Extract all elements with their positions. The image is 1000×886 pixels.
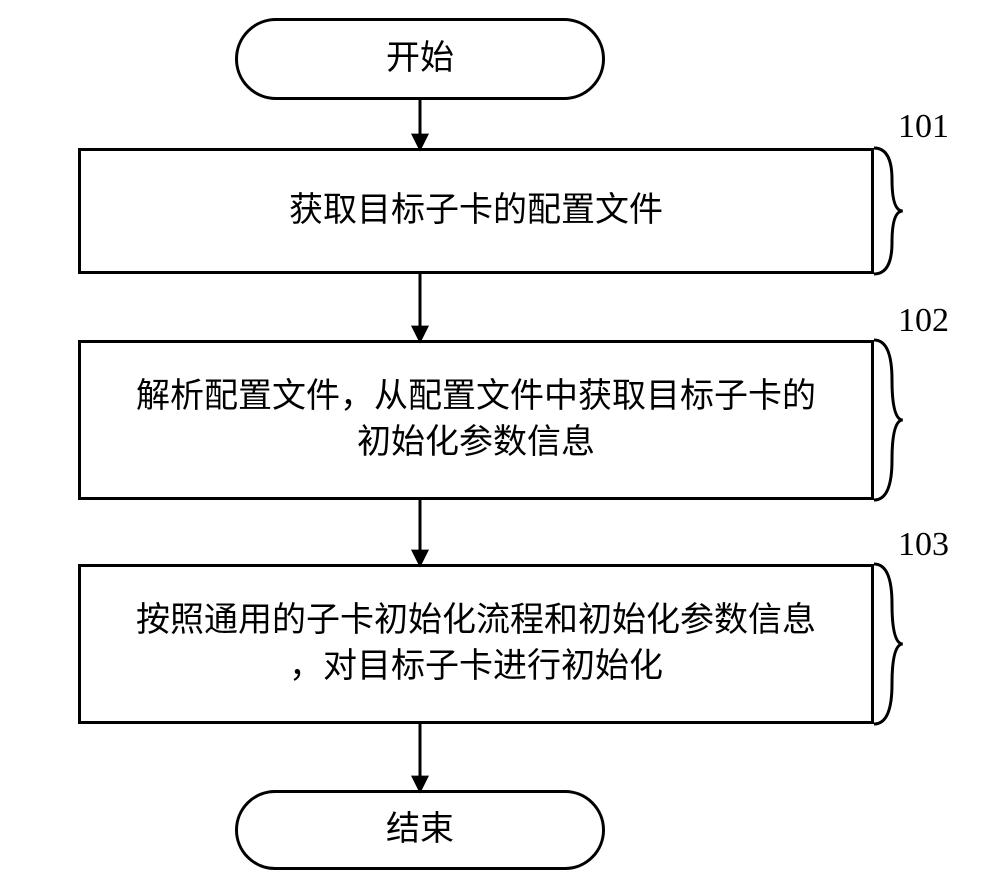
step-label-102: 102 <box>898 302 949 340</box>
node-end-label: 结束 <box>386 807 454 853</box>
step-label-103: 103 <box>898 526 949 564</box>
node-step-1-label: 获取目标子卡的配置文件 <box>289 188 663 234</box>
node-start-label: 开始 <box>386 36 454 82</box>
node-step-2-label: 解析配置文件，从配置文件中获取目标子卡的 初始化参数信息 <box>136 374 816 466</box>
node-step-3-label: 按照通用的子卡初始化流程和初始化参数信息 ，对目标子卡进行初始化 <box>136 598 816 690</box>
flowchart-canvas: 开始 获取目标子卡的配置文件 解析配置文件，从配置文件中获取目标子卡的 初始化参… <box>0 0 1000 886</box>
node-step-3: 按照通用的子卡初始化流程和初始化参数信息 ，对目标子卡进行初始化 <box>78 564 874 724</box>
node-step-2: 解析配置文件，从配置文件中获取目标子卡的 初始化参数信息 <box>78 340 874 500</box>
node-step-1: 获取目标子卡的配置文件 <box>78 148 874 274</box>
node-end: 结束 <box>235 790 605 870</box>
node-start: 开始 <box>235 18 605 100</box>
step-label-101: 101 <box>898 108 949 146</box>
